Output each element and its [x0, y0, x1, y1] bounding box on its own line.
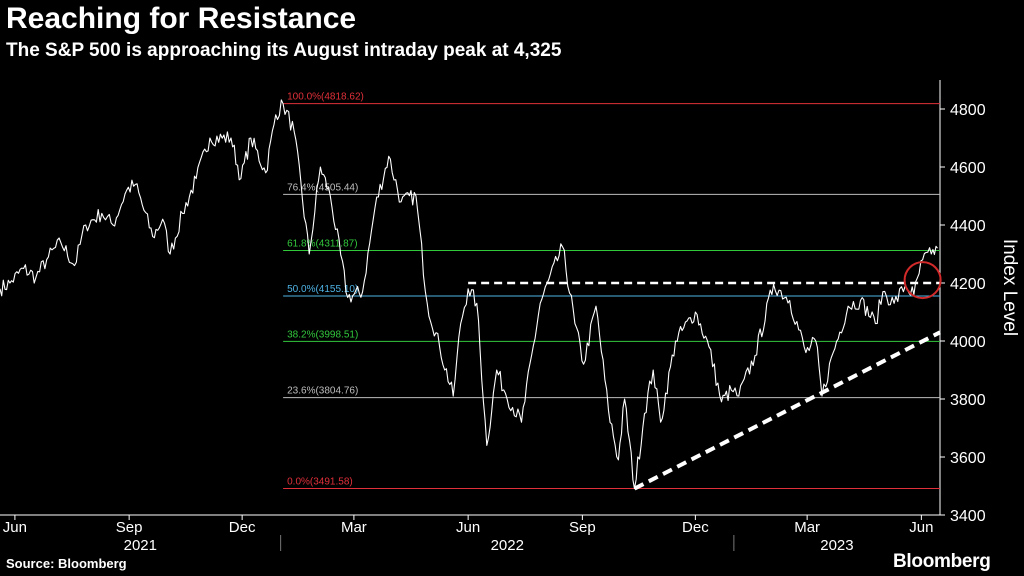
chart-title: Reaching for Resistance	[6, 2, 357, 35]
chart-subtitle: The S&P 500 is approaching its August in…	[6, 40, 562, 61]
x-year-label: 2022	[491, 537, 524, 554]
y-tick-label: 4000	[950, 334, 986, 351]
x-tick-label: Jun	[456, 519, 480, 536]
source-note: Source: Bloomberg	[6, 556, 127, 571]
y-axis-title: Index Level	[999, 239, 1020, 336]
y-tick-label: 4800	[950, 102, 986, 119]
fib-level-label: 38.2%(3998.51)	[287, 329, 358, 340]
x-year-label: 2023	[820, 537, 853, 554]
highlight-circle	[903, 261, 942, 300]
y-tick-label: 3400	[950, 508, 986, 525]
x-tick-label: Jun	[909, 519, 933, 536]
y-tick-label: 4600	[950, 160, 986, 177]
fib-level-label: 76.4%(4505.44)	[287, 182, 358, 193]
y-tick-label: 4400	[950, 218, 986, 235]
x-year-label: 2021	[124, 537, 157, 554]
fib-level-label: 61.8%(4311.87)	[287, 239, 357, 250]
fib-level-label: 50.0%(4155.10)	[287, 284, 358, 295]
bloomberg-logo: Bloomberg	[893, 551, 991, 572]
fib-level-label: 100.0%(4818.62)	[287, 92, 364, 103]
x-tick-label: Dec	[229, 519, 256, 536]
x-tick-label: Sep	[116, 519, 143, 536]
y-tick-label: 3600	[950, 450, 986, 467]
x-tick-label: Mar	[341, 519, 367, 536]
sp500-price-line	[0, 99, 938, 490]
fib-level-label: 0.0%(3491.58)	[287, 476, 353, 487]
y-tick-label: 3800	[950, 392, 986, 409]
fib-level-label: 23.6%(3804.76)	[287, 386, 358, 397]
x-tick-label: Mar	[794, 519, 820, 536]
x-tick-label: Jun	[3, 519, 27, 536]
y-tick-label: 4200	[950, 276, 986, 293]
support-trendline	[633, 330, 941, 491]
x-tick-label: Dec	[682, 519, 709, 536]
x-tick-label: Sep	[569, 519, 596, 536]
